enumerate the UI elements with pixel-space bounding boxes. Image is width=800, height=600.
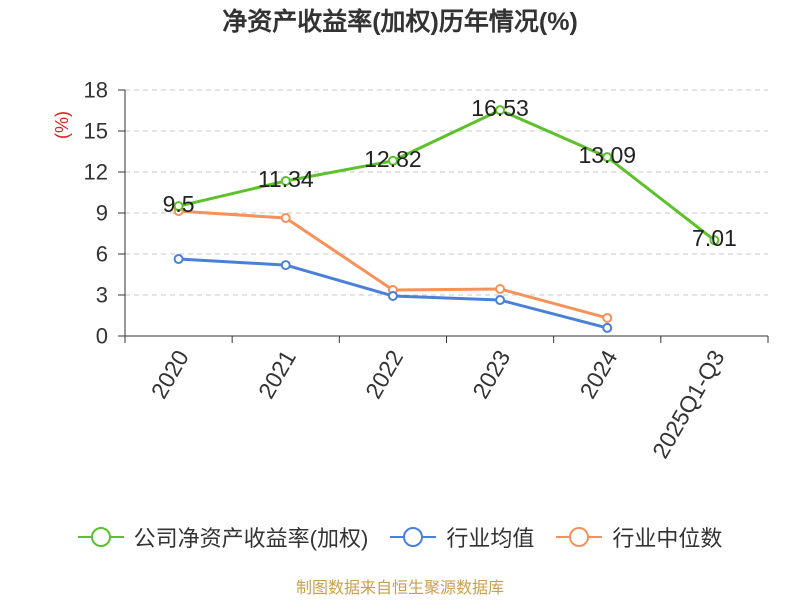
y-tick-label: 12	[84, 160, 108, 185]
x-tick-label: 2025Q1-Q3	[647, 346, 730, 463]
legend: 公司净资产收益率(加权) 行业均值 行业中位数	[0, 522, 800, 552]
y-axis-label: (%)	[52, 111, 72, 139]
data-label: 11.34	[258, 166, 314, 192]
legend-marker-icon	[77, 527, 124, 547]
legend-label: 行业均值	[446, 526, 535, 551]
gridlines	[125, 89, 768, 296]
legend-item-industry-median[interactable]: 行业中位数	[556, 521, 722, 553]
legend-label: 行业中位数	[612, 526, 723, 551]
legend-marker-icon	[390, 527, 437, 547]
data-point	[602, 152, 613, 163]
data-point	[387, 155, 398, 166]
data-label: 12.82	[364, 146, 422, 172]
data-point	[495, 283, 506, 294]
y-tick-label: 15	[84, 119, 108, 144]
data-point	[602, 322, 613, 333]
data-labels: 9.5 11.34 12.82 16.53 13.09 7.01	[163, 95, 737, 251]
x-tick-label: 2024	[574, 345, 622, 402]
y-tick-label: 3	[96, 283, 108, 308]
data-label: 9.5	[163, 191, 195, 217]
data-label: 16.53	[471, 95, 529, 121]
x-tick-label: 2023	[467, 346, 515, 403]
data-point	[280, 213, 291, 224]
data-point	[280, 176, 291, 187]
legend-item-industry-mean[interactable]: 行业均值	[390, 521, 534, 553]
x-tick-label: 2021	[253, 346, 301, 403]
data-point	[709, 235, 720, 246]
data-point	[173, 201, 184, 212]
y-tick-label: 6	[96, 242, 108, 267]
data-point	[173, 254, 184, 265]
y-tick-label: 0	[96, 324, 108, 349]
data-label: 7.01	[692, 225, 737, 251]
x-tick-label: 2020	[146, 346, 194, 403]
axes: 0 3 6 9 12 15 18 2020 2021 2022 2023 2024 2025Q1-Q3	[84, 78, 769, 463]
source-footer: 制图数据来自恒生聚源数据库	[295, 580, 504, 597]
legend-label: 公司净资产收益率(加权)	[133, 526, 369, 551]
data-point	[495, 295, 506, 306]
chart-title: 净资产收益率(加权)历年情况(%)	[222, 8, 578, 36]
y-tick-label: 9	[96, 201, 108, 226]
y-tick-label: 18	[84, 78, 108, 103]
data-point	[495, 105, 506, 116]
series-line	[178, 108, 716, 242]
series-lines	[173, 105, 720, 333]
series-line	[178, 209, 608, 320]
data-label: 13.09	[578, 142, 636, 168]
legend-marker-icon	[556, 527, 603, 547]
legend-item-company-roe[interactable]: 公司净资产收益率(加权)	[77, 521, 369, 553]
data-point	[387, 290, 398, 301]
x-tick-label: 2022	[360, 346, 408, 403]
data-point	[602, 312, 613, 323]
data-point	[280, 260, 291, 271]
